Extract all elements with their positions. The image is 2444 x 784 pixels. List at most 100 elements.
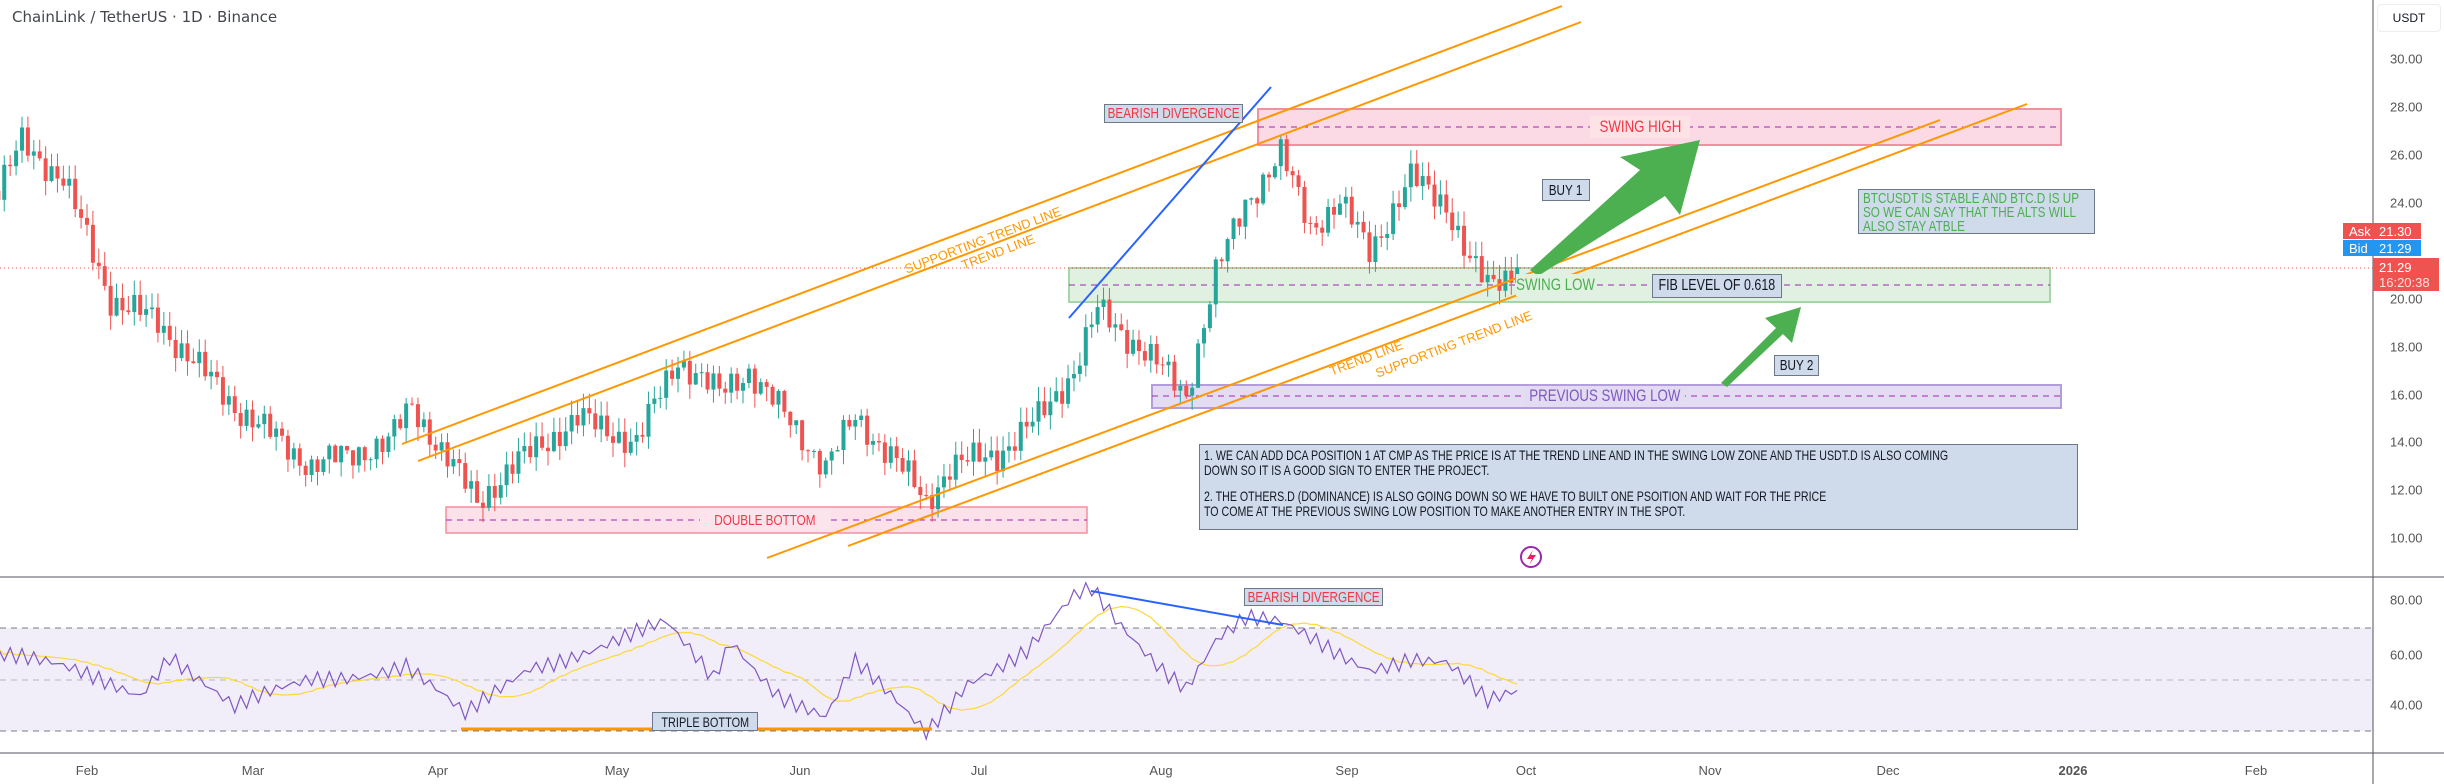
price-label: 16.00 — [2390, 387, 2423, 403]
rsi-bearish-divergence-label[interactable]: BEARISH DIVERGENCE — [1244, 588, 1383, 606]
candle — [1095, 307, 1100, 325]
candle — [85, 217, 89, 225]
candle — [439, 442, 444, 451]
symbol-title[interactable]: ChainLink / TetherUS · 1D · Binance — [12, 8, 278, 26]
ask-price: 21.30 — [2373, 223, 2421, 239]
fib-level-label[interactable]: FIB LEVEL OF 0.618 — [1652, 274, 1782, 298]
candle — [587, 408, 592, 414]
divergence-line-price[interactable] — [1068, 86, 1272, 319]
candle — [930, 495, 935, 510]
candle — [25, 127, 30, 156]
buy2-label[interactable]: BUY 2 — [1774, 355, 1819, 376]
candle — [971, 442, 976, 462]
supporting-trend-line-upper[interactable] — [401, 5, 1563, 445]
candle — [49, 166, 54, 181]
candle — [167, 325, 172, 340]
price-label: 28.00 — [2390, 99, 2423, 115]
currency-button[interactable]: USDT — [2377, 4, 2441, 32]
candle — [947, 476, 952, 480]
candle — [1107, 299, 1112, 328]
candle — [1278, 139, 1283, 167]
candle — [392, 419, 397, 437]
candle — [545, 447, 550, 452]
candle — [995, 450, 1000, 472]
candle — [1160, 364, 1165, 366]
label-text: BUY 1 — [1549, 181, 1583, 199]
candle — [1060, 391, 1065, 404]
candle — [711, 373, 716, 390]
lightning-icon — [1527, 550, 1536, 565]
candle — [475, 481, 480, 503]
candle — [8, 164, 13, 167]
buy1-label[interactable]: BUY 1 — [1542, 179, 1590, 201]
candle — [1113, 324, 1118, 328]
candle — [404, 403, 409, 429]
main-note[interactable]: 1. WE CAN ADD DCA POSITION 1 AT CMP AS T… — [1199, 444, 2078, 530]
candle — [126, 310, 131, 313]
candle — [906, 460, 911, 472]
time-label: Feb — [75, 763, 99, 778]
candle — [1184, 385, 1189, 396]
candle — [1172, 361, 1177, 391]
candle — [640, 434, 645, 437]
candle — [1213, 259, 1218, 305]
candle — [599, 415, 604, 430]
candle — [1361, 221, 1366, 233]
time-label: Aug — [1149, 763, 1173, 778]
candle — [14, 150, 19, 167]
candle — [469, 481, 474, 489]
candle — [794, 420, 799, 426]
candle — [1231, 218, 1236, 240]
trend-line-upper[interactable] — [417, 21, 1582, 462]
candle — [380, 438, 385, 452]
bearish-divergence-label[interactable]: BEARISH DIVERGENCE — [1104, 104, 1243, 123]
candle — [1024, 421, 1029, 427]
buy1-arrow-icon[interactable] — [1530, 140, 1700, 276]
rsi-layer — [0, 581, 1518, 742]
candle — [480, 502, 485, 508]
candle — [362, 447, 367, 461]
double-bottom-label: DOUBLE BOTTOM — [700, 510, 830, 530]
divergence-line-rsi[interactable] — [1090, 590, 1284, 626]
trend-line-lower[interactable] — [766, 119, 1941, 559]
candle — [73, 178, 78, 210]
candle — [610, 436, 615, 443]
candle — [1444, 194, 1449, 213]
bid-tag: Bid — [2343, 240, 2373, 256]
label-text: PREVIOUS SWING LOW — [1529, 386, 1681, 405]
candle — [215, 371, 220, 378]
price-label: 18.00 — [2390, 339, 2423, 355]
label-text: BEARISH DIVERGENCE — [1247, 588, 1380, 606]
candle — [616, 431, 621, 443]
candle — [327, 445, 332, 460]
candle — [1385, 234, 1390, 238]
candle — [1190, 387, 1195, 396]
triple-bottom-label[interactable]: TRIPLE BOTTOM — [652, 712, 758, 731]
candle — [989, 450, 994, 458]
candle — [882, 442, 887, 463]
candle — [1326, 206, 1331, 233]
candle — [953, 454, 958, 480]
time-label: May — [604, 763, 630, 778]
tradingview-event-icon[interactable] — [1520, 546, 1542, 568]
candle — [1343, 196, 1348, 204]
time-label: Apr — [427, 763, 449, 778]
swing-low-label: SWING LOW — [1516, 274, 1596, 296]
candle — [96, 262, 101, 267]
supporting-trend-line-lower[interactable] — [847, 103, 2028, 547]
candle — [244, 409, 249, 426]
candle — [900, 458, 905, 472]
note-line: DOWN SO IT IS A GOOD SIGN TO ENTER THE P… — [1204, 462, 1490, 478]
label-text: FIB LEVEL OF 0.618 — [1658, 277, 1776, 294]
candle — [528, 446, 533, 458]
candle — [1355, 221, 1360, 225]
note-line: TO COME AT THE PREVIOUS SWING LOW POSITI… — [1204, 503, 1686, 519]
candle — [303, 465, 308, 475]
candle — [1320, 227, 1325, 233]
candle — [368, 459, 373, 461]
buy2-arrow-icon[interactable] — [1721, 307, 1801, 387]
btc-note[interactable]: BTCUSDT IS STABLE AND BTC.D IS UP SO WE … — [1858, 189, 2095, 234]
candle — [918, 487, 923, 496]
candle — [1308, 222, 1313, 224]
candle — [936, 487, 941, 510]
